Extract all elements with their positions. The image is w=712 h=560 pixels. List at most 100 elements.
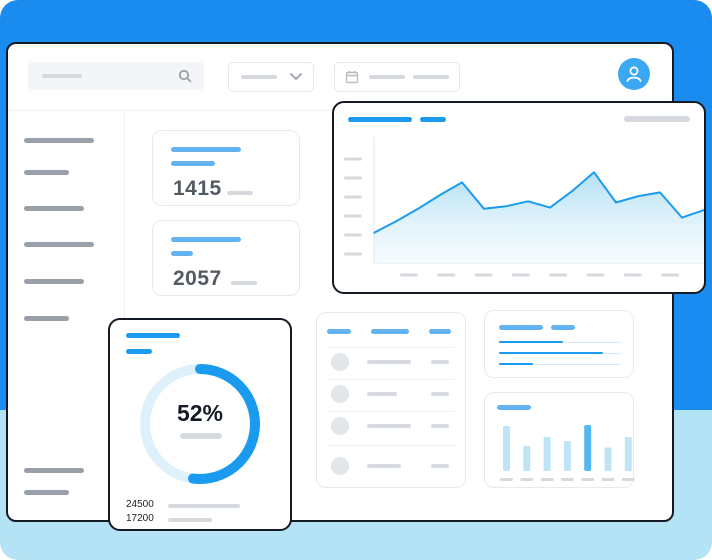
progress-ring <box>140 364 260 484</box>
table-row[interactable] <box>367 392 397 396</box>
area-point <box>527 200 529 203</box>
kpi-card[interactable]: 2057 <box>152 220 300 296</box>
table-header <box>429 329 451 334</box>
bar <box>523 446 531 471</box>
list-bar <box>499 341 563 343</box>
table-row-value <box>431 464 449 468</box>
kpi-card-subtitle-line <box>171 161 215 166</box>
filter-dropdown[interactable] <box>228 62 314 92</box>
table-row[interactable] <box>367 464 401 468</box>
area-point <box>417 208 419 210</box>
top-bar <box>8 44 672 111</box>
sidebar <box>8 110 125 520</box>
date-end-line <box>413 75 449 79</box>
x-tick-label <box>437 273 456 277</box>
table-row-avatar <box>331 385 349 403</box>
list-bar <box>499 352 603 354</box>
table-divider <box>327 347 455 348</box>
y-tick-label <box>344 157 362 161</box>
bar <box>584 425 592 471</box>
area-chart-tag-line <box>420 117 446 122</box>
area-point <box>703 209 704 211</box>
table-header <box>327 329 351 334</box>
table-header <box>371 329 409 334</box>
kpi-card-delta-line <box>227 191 253 195</box>
kpi-card-value: 1415 <box>173 177 222 200</box>
progress-card-subtitle-line <box>126 349 152 354</box>
bar <box>604 447 612 471</box>
kpi-card-value: 2057 <box>173 267 222 290</box>
table-row-value <box>431 392 449 396</box>
sidebar-item[interactable] <box>24 279 84 284</box>
sidebar-item[interactable] <box>24 206 84 211</box>
table-row-avatar <box>331 353 349 371</box>
table-row[interactable] <box>367 424 411 428</box>
bar-chart-card[interactable] <box>484 392 635 488</box>
list-card[interactable] <box>484 310 634 378</box>
area-point <box>505 205 507 208</box>
y-tick-label <box>344 195 362 199</box>
kpi-card-title-line <box>171 147 241 152</box>
user-avatar[interactable] <box>618 58 650 90</box>
area-point <box>461 181 463 184</box>
x-tick-label <box>586 273 605 277</box>
progress-card-title-line <box>126 333 180 338</box>
table-row-value <box>431 360 449 364</box>
area-chart <box>344 137 704 277</box>
sidebar-item[interactable] <box>24 468 84 473</box>
dropdown-value-line <box>241 75 277 79</box>
x-tick-label <box>560 478 574 481</box>
user-icon <box>626 66 642 82</box>
x-tick-label <box>549 273 568 277</box>
area-chart-title-line <box>348 117 412 122</box>
area-fill <box>374 172 704 263</box>
search-placeholder-line <box>42 74 82 78</box>
table-row-value <box>431 424 449 428</box>
area-point <box>439 194 441 196</box>
area-line <box>373 171 704 234</box>
area-point <box>571 190 573 192</box>
sidebar-item[interactable] <box>24 490 69 495</box>
data-table-card[interactable] <box>316 312 466 488</box>
area-point <box>681 216 683 219</box>
progress-stat-value: 24500 <box>126 499 154 510</box>
area-point <box>373 232 375 234</box>
search-input[interactable] <box>28 62 204 90</box>
area-point <box>395 220 397 223</box>
area-point <box>615 201 617 204</box>
progress-card[interactable]: 52% 24500 17200 <box>108 318 292 531</box>
date-range-picker[interactable] <box>334 62 460 92</box>
list-card-title-line <box>499 325 543 330</box>
y-tick-label <box>344 214 362 218</box>
list-bar <box>499 363 533 365</box>
sidebar-item[interactable] <box>24 316 69 321</box>
area-point <box>483 208 485 210</box>
x-tick-label <box>500 478 513 481</box>
x-tick-label <box>474 273 493 277</box>
table-row[interactable] <box>367 360 411 364</box>
search-icon <box>178 69 192 83</box>
area-chart-card[interactable] <box>332 101 706 294</box>
bar <box>503 426 510 471</box>
sidebar-item[interactable] <box>24 170 69 175</box>
progress-percent: 52% <box>176 400 224 426</box>
sidebar-item[interactable] <box>24 138 94 143</box>
chevron-down-icon <box>290 73 302 80</box>
date-start-line <box>369 75 405 79</box>
bar-chart <box>500 425 635 481</box>
x-tick-label <box>623 273 642 277</box>
bar <box>543 437 551 471</box>
area-point <box>637 195 639 197</box>
y-tick-label <box>344 252 362 256</box>
bar-chart-title-line <box>497 405 531 410</box>
area-chart-range-line <box>624 116 690 122</box>
table-divider <box>327 379 455 380</box>
bar <box>624 437 632 471</box>
kpi-card[interactable]: 1415 <box>152 130 300 206</box>
x-tick-label <box>400 273 418 277</box>
area-point <box>593 171 595 174</box>
progress-stat-line <box>168 504 240 508</box>
x-tick-label <box>540 478 554 481</box>
kpi-card-title-line <box>171 237 241 242</box>
sidebar-item[interactable] <box>24 242 94 247</box>
